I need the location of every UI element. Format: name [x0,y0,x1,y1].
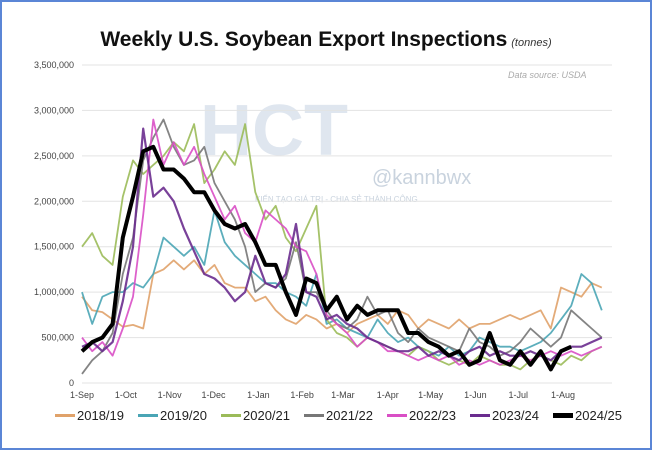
legend-swatch [553,413,573,418]
x-tick-label: 1-Jun [464,390,487,400]
series-line-2020-21 [81,123,603,371]
legend-item: 2019/20 [138,408,207,423]
legend-swatch [55,414,75,417]
legend-label: 2022/23 [409,408,456,423]
x-tick-label: 1-Jul [508,390,528,400]
y-tick-label: 500,000 [41,333,74,343]
legend-label: 2023/24 [492,408,539,423]
legend-item: 2022/23 [387,408,456,423]
x-tick-label: 1-Aug [551,390,575,400]
y-tick-label: 2,500,000 [34,151,74,161]
x-tick-label: 1-Jan [247,390,270,400]
data-source: Data source: USDA [508,70,587,80]
y-tick-label: 3,000,000 [34,105,74,115]
series-line-2021-22 [81,118,603,375]
series-line-2024-25 [80,144,573,372]
x-tick-label: 1-Oct [115,390,138,400]
x-tick-label: 1-May [418,390,444,400]
legend-label: 2018/19 [77,408,124,423]
y-tick-label: 1,000,000 [34,287,74,297]
legend-swatch [387,414,407,417]
title-text: Weekly U.S. Soybean Export Inspections [100,28,508,51]
y-tick-label: 0 [69,378,74,388]
y-tick-label: 1,500,000 [34,242,74,252]
title-unit: (tonnes) [511,37,552,49]
series-line-2018-19 [81,259,603,334]
x-tick-label: 1-Mar [331,390,355,400]
x-tick-label: 1-Sep [70,390,94,400]
legend-swatch [221,414,241,417]
legend-label: 2024/25 [575,408,622,423]
legend-swatch [470,414,490,417]
legend-item: 2023/24 [470,408,539,423]
x-tick-label: 1-Dec [201,390,226,400]
series-line-2019-20 [81,209,603,357]
legend-swatch [304,414,324,417]
legend-label: 2020/21 [243,408,290,423]
legend-swatch [138,414,158,417]
legend-label: 2021/22 [326,408,373,423]
y-tick-label: 3,500,000 [34,60,74,70]
x-tick-label: 1-Feb [290,390,314,400]
legend: 2018/19 2019/20 2020/21 2021/22 2022/23 2023/… [55,408,622,423]
legend-label: 2019/20 [160,408,207,423]
legend-item: 2024/25 [553,408,622,423]
chart-title: Weekly U.S. Soybean Export Inspections (t… [0,28,652,52]
x-tick-label: 1-Nov [158,390,183,400]
y-tick-label: 2,000,000 [34,196,74,206]
x-tick-label: 1-Apr [377,390,399,400]
legend-item: 2018/19 [55,408,124,423]
legend-item: 2021/22 [304,408,373,423]
legend-item: 2020/21 [221,408,290,423]
